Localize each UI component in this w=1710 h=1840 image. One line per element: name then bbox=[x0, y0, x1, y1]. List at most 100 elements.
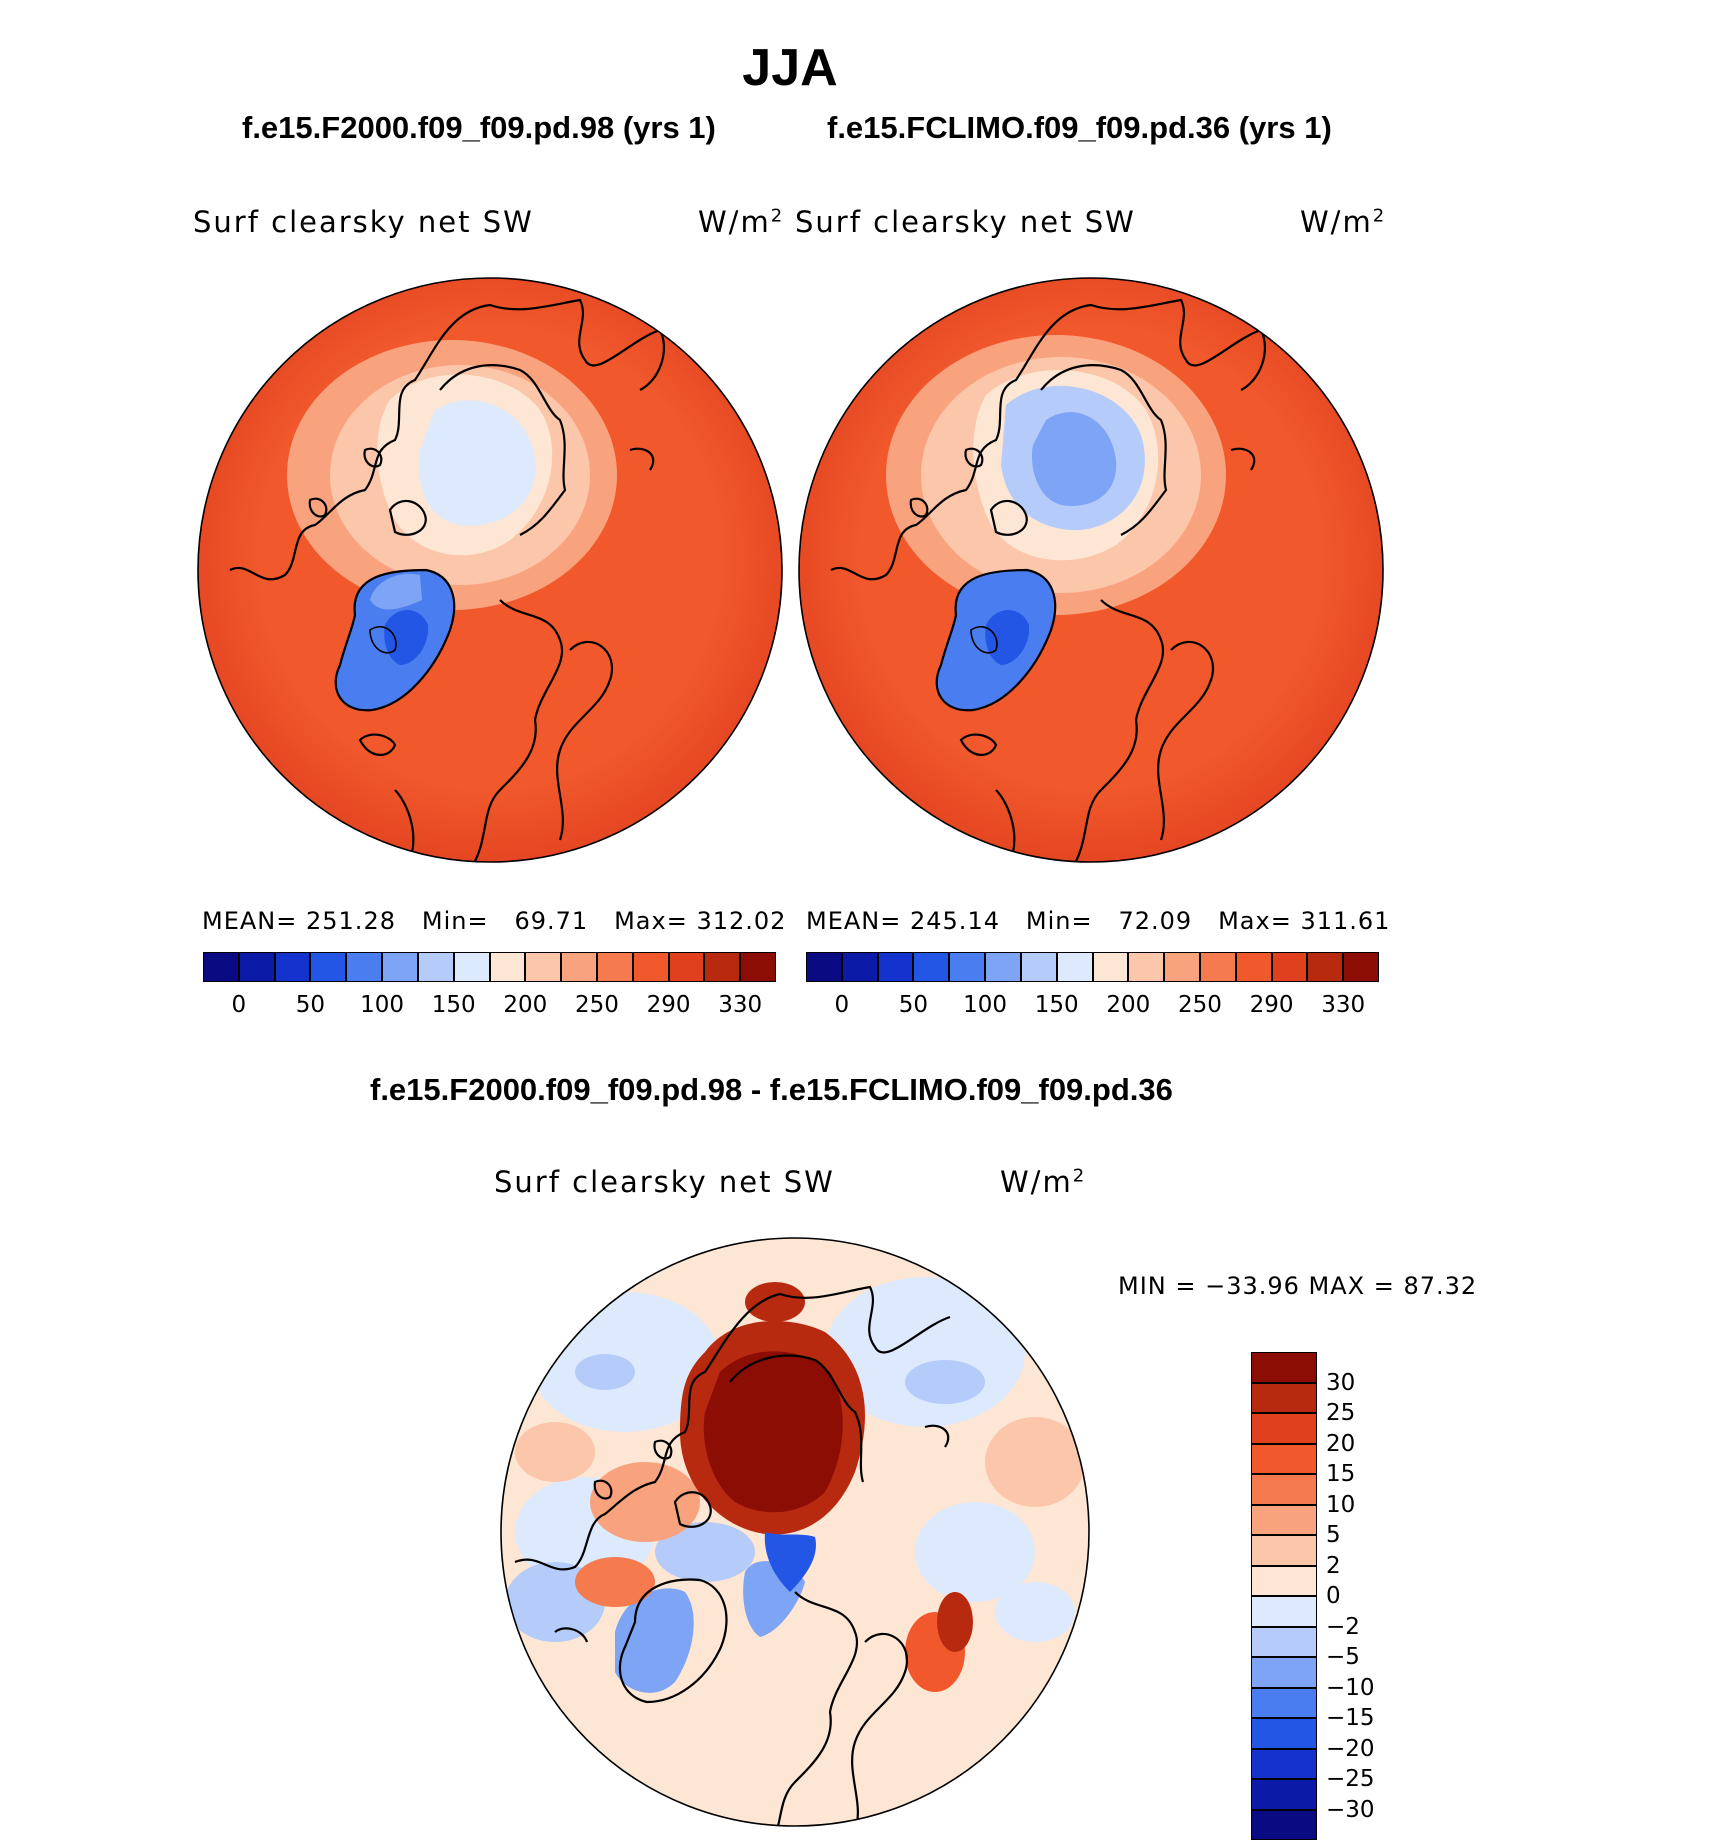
colorbar-tick-label: 50 bbox=[295, 992, 326, 1018]
difference-polar-map bbox=[500, 1237, 1090, 1827]
colorbar-swatch bbox=[1251, 1748, 1317, 1779]
colorbar-tick-label: 100 bbox=[963, 992, 1008, 1018]
colorbar-swatch bbox=[1251, 1535, 1317, 1566]
colorbar-swatch bbox=[1092, 952, 1129, 982]
colorbar-swatch bbox=[668, 952, 705, 982]
colorbar-tick-label: 150 bbox=[431, 992, 476, 1018]
colorbar-tick-label: −30 bbox=[1326, 1796, 1375, 1823]
panel1-min-value: 69.71 bbox=[514, 907, 589, 935]
colorbar-swatch bbox=[1056, 952, 1093, 982]
colorbar-tick-label: 20 bbox=[1326, 1430, 1356, 1457]
difference-strong-negative bbox=[764, 1532, 816, 1592]
colorbar-swatch bbox=[1199, 952, 1236, 982]
colorbar-swatch bbox=[1251, 1626, 1317, 1657]
panel1-variable-label: Surf clearsky net SW bbox=[193, 205, 534, 239]
colorbar-swatch bbox=[525, 952, 562, 982]
colorbar-swatch bbox=[203, 952, 239, 982]
colorbar-swatch bbox=[310, 952, 347, 982]
difference-map-border bbox=[500, 1237, 1090, 1827]
colorbar-swatch bbox=[1343, 952, 1379, 982]
colorbar-swatch bbox=[1251, 1657, 1317, 1688]
colorbar-tick-label: 250 bbox=[1177, 992, 1222, 1018]
colorbar-tick-label: 25 bbox=[1326, 1400, 1356, 1426]
colorbar-swatch bbox=[1271, 952, 1308, 982]
colorbar-tick-label: 10 bbox=[1326, 1491, 1356, 1518]
difference-minmax: MIN = −33.96 MAX = 87.32 bbox=[1118, 1272, 1478, 1300]
colorbar-tick-label: 200 bbox=[1106, 992, 1151, 1018]
panel1-map-border bbox=[197, 277, 783, 863]
difference-colorbar bbox=[1251, 1352, 1317, 1840]
panel2-max-value: 311.61 bbox=[1300, 907, 1391, 935]
colorbar-tick-label: −20 bbox=[1326, 1735, 1375, 1762]
colorbar-tick-label: −2 bbox=[1326, 1613, 1360, 1640]
difference-units-label: W/m2 bbox=[1000, 1165, 1087, 1199]
colorbar-tick-label: 0 bbox=[834, 992, 850, 1018]
colorbar-swatch bbox=[1251, 1809, 1317, 1840]
difference-positive-patches bbox=[515, 1282, 1085, 1692]
colorbar-swatch bbox=[1251, 1687, 1317, 1718]
colorbar-swatch bbox=[453, 952, 490, 982]
colorbar-tick-label: −25 bbox=[1326, 1766, 1375, 1792]
panel2-map-border bbox=[798, 277, 1384, 863]
colorbar-swatch bbox=[806, 952, 842, 982]
panel2-mean-value: 245.14 bbox=[910, 907, 1000, 935]
panel2-case-title: f.e15.FCLIMO.f09_f09.pd.36 (yrs 1) bbox=[827, 110, 1332, 145]
colorbar-swatch bbox=[596, 952, 633, 982]
colorbar-swatch bbox=[1251, 1443, 1317, 1474]
difference-title: f.e15.F2000.f09_f09.pd.98 - f.e15.FCLIMO… bbox=[370, 1072, 1173, 1107]
colorbar-tick-label: 15 bbox=[1326, 1461, 1356, 1487]
colorbar-swatch bbox=[1251, 1382, 1317, 1413]
colorbar-swatch bbox=[1128, 952, 1165, 982]
colorbar-swatch bbox=[632, 952, 669, 982]
colorbar-tick-label: 0 bbox=[1326, 1583, 1341, 1609]
colorbar-tick-label: 150 bbox=[1034, 992, 1079, 1018]
panel1-colorbar bbox=[203, 952, 776, 982]
colorbar-swatch bbox=[1251, 1565, 1317, 1596]
difference-coastlines bbox=[514, 1285, 951, 1826]
colorbar-swatch bbox=[985, 952, 1021, 982]
colorbar-swatch bbox=[382, 952, 418, 982]
colorbar-tick-label: 2 bbox=[1326, 1552, 1341, 1579]
panel2-polar-map bbox=[798, 277, 1384, 863]
panel1-coastlines bbox=[229, 298, 665, 862]
colorbar-swatch bbox=[1251, 1779, 1317, 1810]
colorbar-swatch bbox=[1251, 1474, 1317, 1505]
colorbar-tick-label: 0 bbox=[231, 992, 247, 1018]
panel2-units-label: W/m2 bbox=[1300, 205, 1387, 239]
colorbar-swatch bbox=[841, 952, 878, 982]
colorbar-tick-label: −10 bbox=[1326, 1674, 1375, 1701]
colorbar-tick-label: 100 bbox=[360, 992, 405, 1018]
colorbar-swatch bbox=[704, 952, 741, 982]
panel1-mean-value: 251.28 bbox=[306, 907, 396, 935]
colorbar-swatch bbox=[1164, 952, 1200, 982]
colorbar-swatch bbox=[1251, 1504, 1317, 1535]
colorbar-tick-label: 250 bbox=[574, 992, 619, 1018]
colorbar-swatch bbox=[1307, 952, 1344, 982]
panel1-case-title: f.e15.F2000.f09_f09.pd.98 (yrs 1) bbox=[242, 110, 716, 145]
panel2-variable-label: Surf clearsky net SW bbox=[795, 205, 1136, 239]
colorbar-tick-label: −15 bbox=[1326, 1705, 1375, 1731]
panel2-colorbar bbox=[806, 952, 1379, 982]
colorbar-swatch bbox=[913, 952, 950, 982]
difference-colorbar-ticks: 30 25 20 15 10 5 2 0 −2 −5 −10 −15 −20 −25 −30 bbox=[1326, 1352, 1416, 1840]
colorbar-swatch bbox=[877, 952, 914, 982]
colorbar-swatch bbox=[1235, 952, 1272, 982]
panel2-min-value: 72.09 bbox=[1118, 907, 1193, 935]
panel1-arctic-ice bbox=[418, 400, 536, 526]
colorbar-tick-label: 30 bbox=[1326, 1369, 1356, 1396]
colorbar-swatch bbox=[238, 952, 275, 982]
colorbar-swatch bbox=[561, 952, 597, 982]
panel2-colorbar-ticks: 0 50 100 150 200 250 290 330 bbox=[806, 992, 1379, 1022]
colorbar-swatch bbox=[417, 952, 454, 982]
panel1-max-value: 312.02 bbox=[696, 907, 787, 935]
panel1-colorbar-ticks: 0 50 100 150 200 250 290 330 bbox=[203, 992, 776, 1022]
colorbar-swatch bbox=[346, 952, 383, 982]
colorbar-tick-label: 330 bbox=[1321, 992, 1366, 1018]
colorbar-swatch bbox=[489, 952, 526, 982]
colorbar-swatch bbox=[740, 952, 776, 982]
colorbar-tick-label: 5 bbox=[1326, 1522, 1341, 1548]
figure-title: JJA bbox=[742, 39, 838, 97]
panel1-units-label: W/m2 bbox=[698, 205, 785, 239]
panel1-stats: MEAN= 251.28 Min= 69.71 Max= 312.02 bbox=[202, 907, 787, 935]
colorbar-swatch bbox=[1251, 1413, 1317, 1444]
